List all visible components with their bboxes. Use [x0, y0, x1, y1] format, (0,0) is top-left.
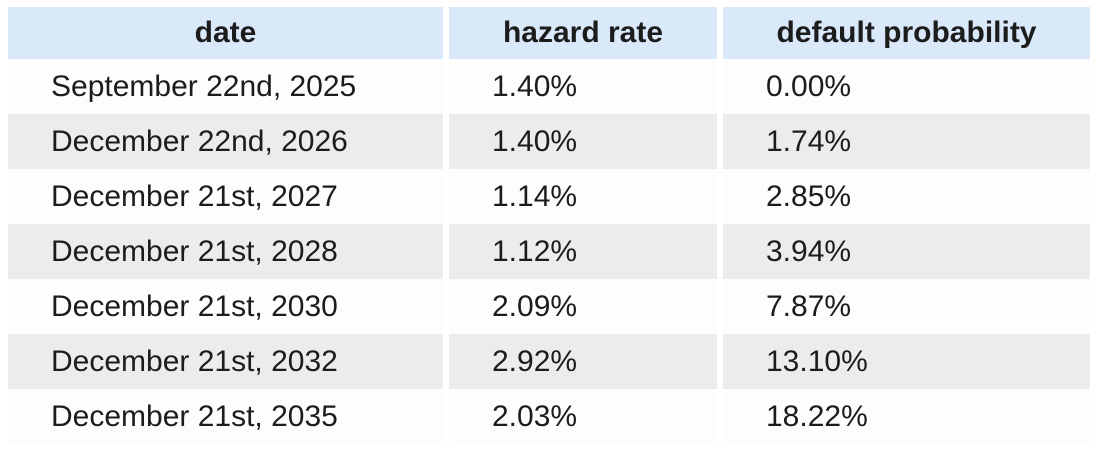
hazard-rate-cell: 1.40%: [443, 59, 717, 114]
column-header-date: date: [8, 7, 443, 59]
table-row: December 21st, 2027 1.14% 2.85%: [8, 169, 1090, 224]
column-header-hazard-rate: hazard rate: [443, 7, 717, 59]
default-probability-cell: 3.94%: [717, 224, 1090, 279]
table-row: December 21st, 2035 2.03% 18.22%: [8, 389, 1090, 444]
hazard-rate-cell: 1.14%: [443, 169, 717, 224]
table-container: date hazard rate default probability Sep…: [8, 7, 1096, 444]
date-cell: December 21st, 2030: [51, 289, 338, 323]
header-row: date hazard rate default probability: [8, 7, 1090, 59]
hazard-rate-cell: 1.12%: [443, 224, 717, 279]
hazard-rate-cell: 1.40%: [443, 114, 717, 169]
default-probability-cell: 18.22%: [717, 389, 1090, 444]
table-row: December 21st, 2032 2.92% 13.10%: [8, 334, 1090, 389]
hazard-rate-cell: 2.92%: [443, 334, 717, 389]
table-row: December 21st, 2030 2.09% 7.87%: [8, 279, 1090, 334]
date-cell: December 21st, 2027: [51, 179, 338, 213]
default-probability-cell: 13.10%: [717, 334, 1090, 389]
column-header-default-probability: default probability: [717, 7, 1090, 59]
hazard-rate-cell: 2.03%: [443, 389, 717, 444]
table-row: December 22nd, 2026 1.40% 1.74%: [8, 114, 1090, 169]
hazard-rate-cell: 2.09%: [443, 279, 717, 334]
default-probability-cell: 7.87%: [717, 279, 1090, 334]
date-cell: December 22nd, 2026: [51, 124, 348, 158]
date-cell: December 21st, 2035: [51, 399, 338, 433]
date-cell: September 22nd, 2025: [51, 69, 357, 103]
date-cell: December 21st, 2032: [51, 344, 338, 378]
table-body: September 22nd, 2025 1.40% 0.00% Decembe…: [8, 59, 1090, 444]
default-probability-cell: 2.85%: [717, 169, 1090, 224]
default-probability-cell: 1.74%: [717, 114, 1090, 169]
hazard-rate-table: date hazard rate default probability Sep…: [8, 7, 1090, 444]
table-row: September 22nd, 2025 1.40% 0.00%: [8, 59, 1090, 114]
date-cell: December 21st, 2028: [51, 234, 338, 268]
table-row: December 21st, 2028 1.12% 3.94%: [8, 224, 1090, 279]
default-probability-cell: 0.00%: [717, 59, 1090, 114]
